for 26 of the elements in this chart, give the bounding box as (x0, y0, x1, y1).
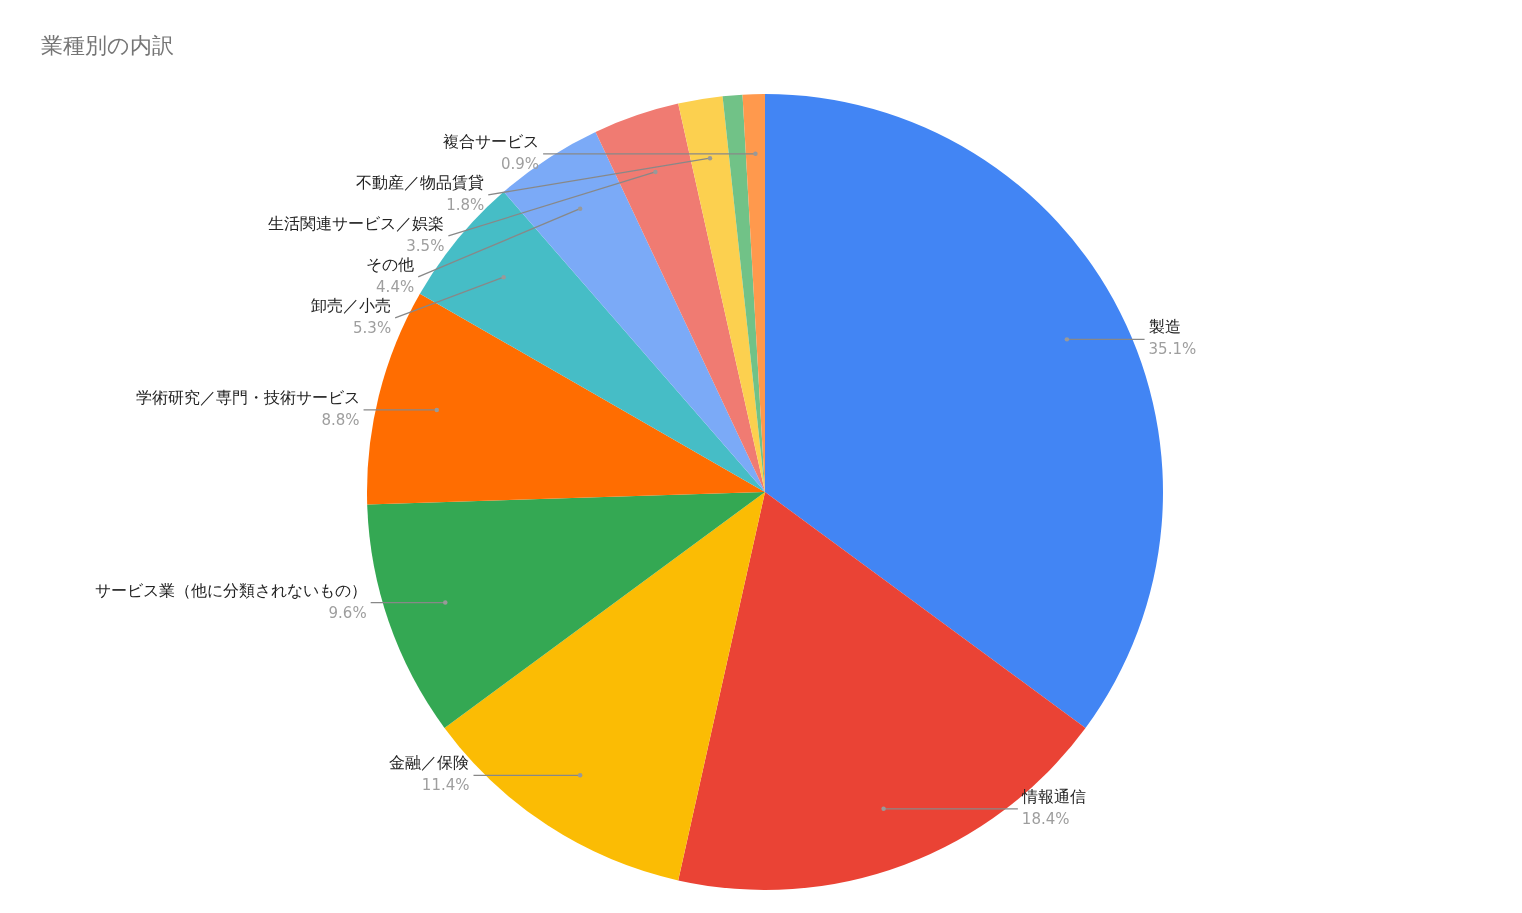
slice-label: 情報通信 (1020, 786, 1086, 806)
slice-label: 製造 (1148, 317, 1181, 337)
data-label: 0.9% (501, 154, 540, 173)
data-label: 8.8% (321, 410, 360, 429)
data-label: 35.1% (1148, 340, 1197, 359)
slice-label: 学術研究／専門・技術サービス (135, 387, 360, 407)
slice-label: サービス業（他に分類されないもの） (94, 580, 367, 600)
data-label: 4.4% (376, 277, 415, 296)
slice-label: 複合サービス (443, 131, 540, 151)
slice-label: その他 (366, 254, 415, 274)
pie-slice (678, 96, 765, 492)
data-label: 11.4% (421, 776, 470, 795)
pie-slice (595, 103, 765, 492)
chart-title: 業種別の内訳 (41, 33, 174, 58)
slice-label: 不動産／物品賃貸 (356, 172, 485, 192)
data-label: 5.3% (353, 318, 392, 337)
pie-slice (503, 131, 765, 492)
slice-label: 卸売／小売 (311, 295, 392, 315)
data-label: 9.6% (328, 603, 367, 622)
pie-slice (367, 492, 765, 728)
slice-label: 生活関連サービス／娯楽 (268, 213, 445, 233)
data-label: 1.8% (446, 195, 485, 214)
data-label: 3.5% (406, 236, 445, 255)
slice-label: 金融／保険 (389, 753, 470, 773)
data-label: 18.4% (1021, 809, 1070, 828)
pie-slice (678, 492, 1086, 890)
